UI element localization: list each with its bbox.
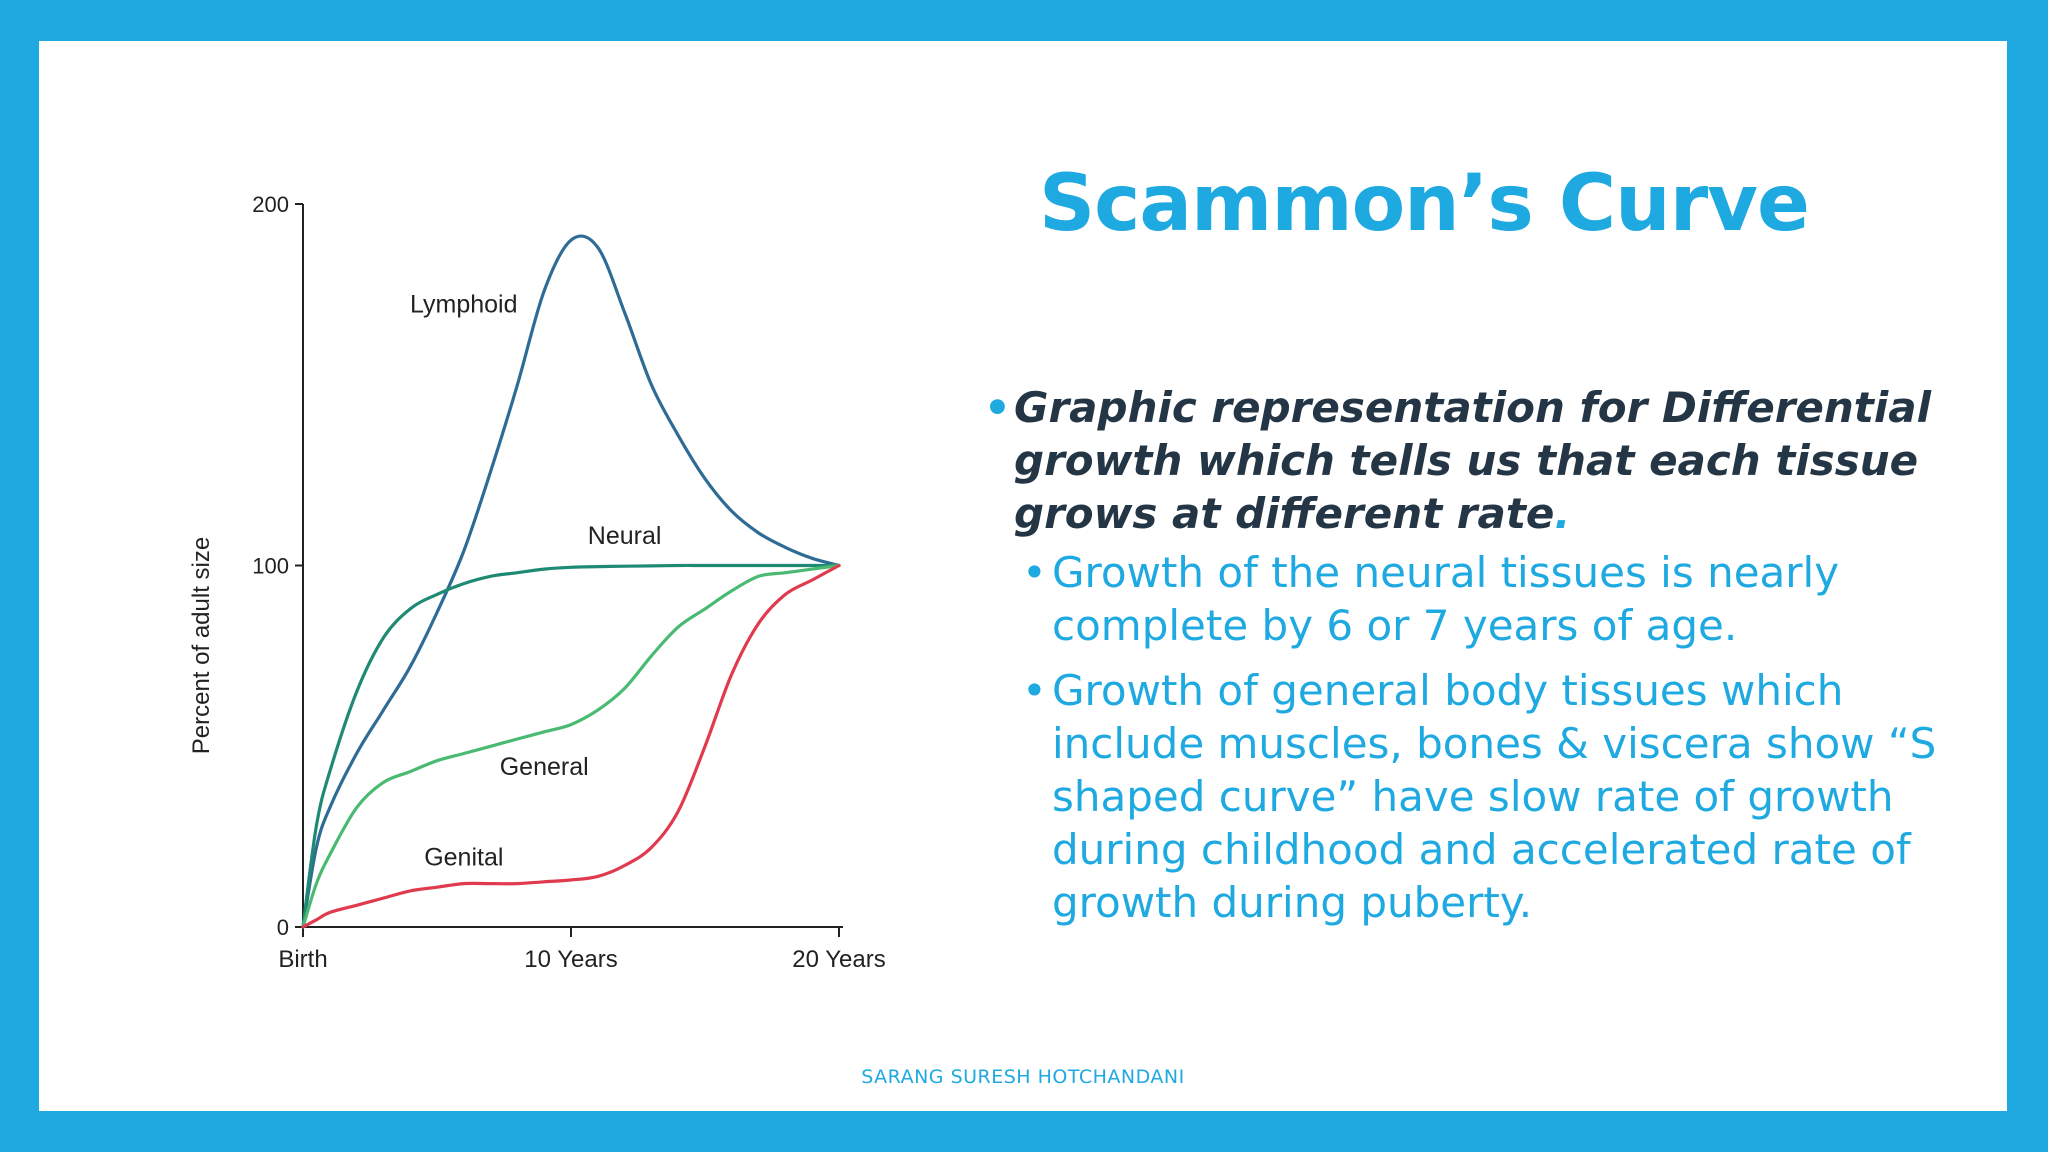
- scammons-curve-chart: 0 100 200 Birth 10 Years 20 Years Percent of a…: [188, 192, 886, 973]
- series-line-genital: [301, 563, 841, 929]
- y-tick-label: 0: [277, 915, 289, 940]
- sub-bullet-general: • Growth of general body tissues which i…: [1022, 664, 1964, 929]
- series-label-neural: Neural: [588, 522, 662, 550]
- y-tick-label: 200: [252, 192, 289, 217]
- chart-series: [301, 234, 841, 929]
- y-axis-label: Percent of adult size: [188, 537, 215, 754]
- main-bullet: • Graphic representation for Differentia…: [984, 381, 1964, 540]
- main-bullet-period: .: [1554, 489, 1571, 538]
- sub-bullet-text: Growth of the neural tissues is nearly c…: [1052, 548, 1840, 650]
- slide: 0 100 200 Birth 10 Years 20 Years Percent of a…: [39, 41, 2007, 1111]
- footer-author: SARANG SURESH HOTCHANDANI: [861, 1066, 1185, 1088]
- bullet-dot-icon: •: [984, 383, 1011, 432]
- slide-title: Scammon’s Curve: [1039, 159, 1810, 249]
- series-line-general: [301, 563, 841, 929]
- bullet-dot-icon: •: [1022, 548, 1047, 597]
- sub-bullet-neural: • Growth of the neural tissues is nearly…: [1022, 546, 1964, 652]
- series-line-neural: [301, 563, 841, 929]
- x-tick-label: Birth: [278, 946, 327, 973]
- x-tick-label: 10 Years: [524, 946, 617, 973]
- sub-bullet-text: Growth of general body tissues which inc…: [1052, 666, 1937, 927]
- chart-labels: Lymphoid Neural General Genital: [410, 290, 661, 871]
- main-bullet-text: Graphic representation for Differential …: [1014, 383, 1932, 538]
- x-tick-label: 20 Years: [792, 946, 885, 973]
- y-tick-label: 100: [252, 554, 289, 579]
- series-line-lymphoid: [301, 234, 841, 929]
- series-label-genital: Genital: [424, 844, 503, 872]
- chart-axes: 0 100 200 Birth 10 Years 20 Years Percent of a…: [188, 192, 886, 973]
- bullet-list: • Graphic representation for Differentia…: [984, 381, 1964, 929]
- series-label-lymphoid: Lymphoid: [410, 290, 517, 318]
- series-label-general: General: [500, 753, 589, 781]
- bullet-dot-icon: •: [1022, 666, 1047, 715]
